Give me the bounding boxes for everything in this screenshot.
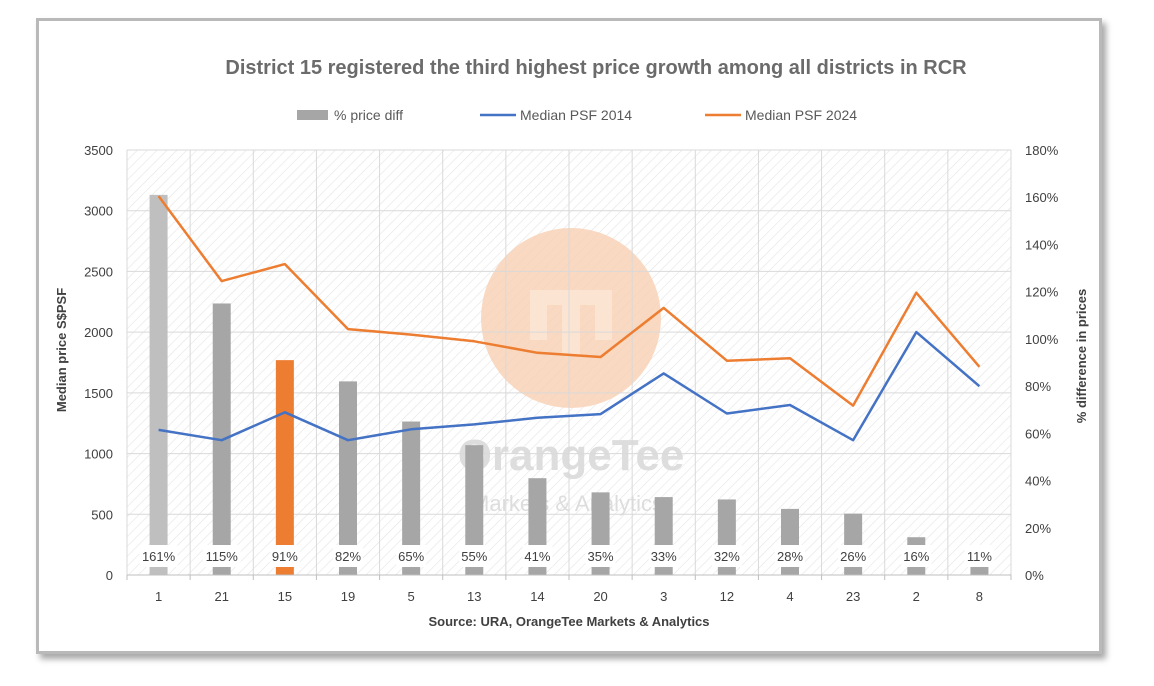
bar-label: 115% [206, 549, 239, 564]
y-left-tick-label: 3000 [84, 204, 113, 219]
y-right-tick-label: 20% [1025, 521, 1051, 536]
x-tick-label: 12 [720, 589, 734, 604]
legend: % price diff Median PSF 2014 Median PSF 20… [297, 107, 857, 123]
bar-label-bg [838, 545, 869, 567]
series-line-1 [157, 195, 981, 407]
bar [339, 381, 357, 575]
y-axis-left-label: Median price S$PSF [54, 288, 69, 412]
bar-label-bg [396, 545, 427, 567]
y-left-tick-label: 1500 [84, 386, 113, 401]
bar-label: 55% [461, 549, 487, 564]
x-tick-label: 15 [278, 589, 292, 604]
y-right-tick-label: 60% [1025, 426, 1051, 441]
y-left-tick-label: 2500 [84, 264, 113, 279]
orangetee-watermark: OrangeTee Markets & Analytics [458, 228, 685, 516]
bar-labels: 161% 115% 91% 82% 65% 55% 41% 35% 33% 32% 28% 26% 16… [139, 545, 995, 567]
y-right-tick-label: 100% [1025, 332, 1059, 347]
bar-label: 65% [398, 549, 424, 564]
x-tick-label: 19 [341, 589, 355, 604]
bar [402, 421, 421, 575]
x-tick-label: 2 [913, 589, 920, 604]
legend-swatch-bar [297, 110, 328, 120]
series-line-0 [158, 330, 981, 442]
y-left-tick-label: 2000 [84, 325, 113, 340]
bar [275, 360, 294, 575]
axes: 0 500 1000 1500 2000 2500 3000 3500 0% 20% 40% 60% 8… [84, 143, 1059, 604]
chart-title: District 15 registered the third highest… [225, 57, 967, 79]
bar-label: 35% [588, 549, 614, 564]
bar-label: 161% [142, 549, 176, 564]
bar-label: 16% [903, 549, 929, 564]
bar-label-bg [522, 545, 553, 567]
x-tick-label: 1 [155, 589, 162, 604]
bar-label-bg [711, 545, 742, 567]
bar [149, 194, 168, 575]
x-tick-label: 5 [408, 589, 415, 604]
bar-label-bg [964, 545, 995, 567]
x-tick-label: 4 [786, 589, 793, 604]
y-right-tick-label: 180% [1025, 143, 1059, 158]
y-axis-right-label: % difference in prices [1074, 289, 1089, 423]
y-right-tick-label: 80% [1025, 379, 1051, 394]
legend-label: Median PSF 2014 [520, 107, 632, 123]
bar-label: 41% [524, 549, 550, 564]
x-tick-label: 23 [846, 589, 860, 604]
bar-label-bg [775, 545, 805, 567]
y-left-tick-label: 0 [106, 568, 113, 583]
bar-label: 82% [335, 549, 361, 564]
y-right-tick-label: 120% [1025, 285, 1059, 300]
x-axis-label: Source: URA, OrangeTee Markets & Analyti… [428, 614, 709, 629]
bar-label: 26% [840, 549, 866, 564]
y-right-tick-label: 140% [1025, 237, 1059, 252]
y-right-tick-label: 0% [1025, 568, 1044, 583]
orangetee-logo-mark [530, 290, 612, 355]
y-right-tick-label: 40% [1025, 474, 1051, 489]
bar-label-bg [648, 545, 679, 567]
bar-label: 32% [714, 549, 740, 564]
bar-label-bg [585, 545, 616, 567]
x-tick-label: 14 [530, 589, 544, 604]
bar-label-bg [459, 545, 490, 567]
x-tick-label: 3 [660, 589, 667, 604]
x-tick-label: 20 [593, 589, 607, 604]
bar-label: 91% [272, 549, 298, 564]
bar [465, 445, 484, 575]
watermark-brand: OrangeTee [458, 431, 685, 480]
legend-label: % price diff [334, 107, 403, 123]
bar-label-bg [901, 545, 932, 567]
bar-label: 28% [777, 549, 803, 564]
x-tick-label: 13 [467, 589, 481, 604]
y-right-tick-label: 160% [1025, 190, 1059, 205]
y-left-tick-label: 1000 [84, 447, 113, 462]
bar-label: 33% [651, 549, 677, 564]
bar-label-bg [202, 545, 241, 567]
bar-label-bg [139, 545, 178, 567]
x-tick-label: 8 [976, 589, 983, 604]
x-tick-label: 21 [214, 589, 228, 604]
bar-label-bg [333, 545, 363, 567]
lines [157, 195, 981, 442]
bar-label: 11% [967, 549, 992, 564]
y-left-tick-label: 500 [91, 507, 113, 522]
legend-label: Median PSF 2024 [745, 107, 857, 123]
bar-label-bg [269, 545, 300, 567]
watermark-tagline: Markets & Analytics [471, 491, 663, 516]
y-left-tick-label: 3500 [84, 143, 113, 158]
